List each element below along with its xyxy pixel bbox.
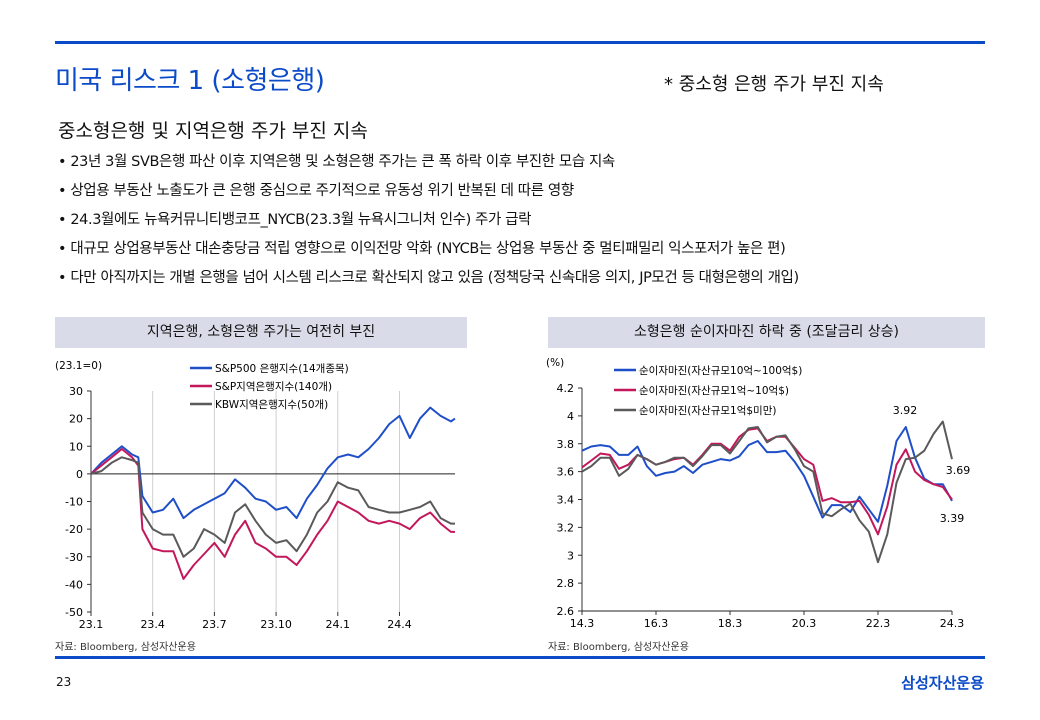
left-chart-title: 지역은행, 소형은행 주가는 여전히 부진 xyxy=(55,317,467,348)
y-tick-label: 10 xyxy=(69,440,83,453)
bullet-item: • 다만 아직까지는 개별 은행을 넘어 시스템 리스크로 확산되지 않고 있음… xyxy=(58,270,799,286)
y-unit-label: (%) xyxy=(546,357,564,369)
x-tick-label: 24.1 xyxy=(326,618,351,631)
x-tick-label: 23.10 xyxy=(260,618,292,631)
y-tick-label: 3 xyxy=(567,549,574,562)
page-number: 23 xyxy=(56,675,72,689)
top-rule xyxy=(55,41,985,44)
legend-label: KBW지역은행지수(50개) xyxy=(215,399,328,411)
x-tick-label: 20.3 xyxy=(792,617,817,630)
series-line-3 xyxy=(581,420,953,564)
y-tick-label: 30 xyxy=(69,385,83,398)
subnote: * 중소형 은행 주가 부진 지속 xyxy=(664,74,884,95)
right-chart-title: 소형은행 순이자마진 하락 중 (조달금리 상승) xyxy=(548,317,985,348)
x-tick-label: 24.4 xyxy=(387,618,412,631)
page-title: 미국 리스크 1 (소형은행) xyxy=(55,66,325,96)
y-tick-label: -50 xyxy=(65,606,83,619)
bullet-item: • 24.3월에도 뉴욕커뮤니티뱅코프_NYCB(23.3월 뉴욕시그니처 인수… xyxy=(58,212,532,228)
series-line-1 xyxy=(90,406,456,520)
company-logo: 삼성자산운용 xyxy=(901,674,984,692)
y-tick-label: 3.4 xyxy=(557,494,575,507)
x-tick-label: 23.7 xyxy=(202,618,227,631)
x-tick-label: 16.3 xyxy=(644,617,669,630)
x-tick-label: 23.4 xyxy=(140,618,165,631)
y-tick-label: -20 xyxy=(65,523,83,536)
legend-label: 순이자마진(자산규모1억~10억$) xyxy=(639,385,789,397)
bullet-item: • 상업용 부동산 노출도가 큰 은행 중심으로 주기적으로 유동성 위기 반복… xyxy=(58,183,574,199)
section-heading: 중소형은행 및 지역은행 주가 부진 지속 xyxy=(58,120,368,142)
legend-label: 순이자마진(자산규모1억$미만) xyxy=(639,405,776,417)
y-tick-label: 3.8 xyxy=(557,438,575,451)
y-tick-label: -40 xyxy=(65,578,83,591)
series-line-2 xyxy=(90,448,455,580)
x-tick-label: 18.3 xyxy=(718,617,743,630)
y-tick-label: -10 xyxy=(65,496,83,509)
legend-label: 순이자마진(자산규모10억~100억$) xyxy=(639,365,802,377)
legend-label: S&P500 은행지수(14개종목) xyxy=(215,363,349,375)
y-tick-label: 20 xyxy=(69,413,83,426)
y-tick-label: 3.6 xyxy=(557,466,575,479)
bullet-list: • 23년 3월 SVB은행 파산 이후 지역은행 및 소형은행 주가는 큰 폭… xyxy=(58,150,799,295)
left-chart-source: 자료: Bloomberg, 삼성자산운용 xyxy=(55,642,196,653)
y-tick-label: -30 xyxy=(65,551,83,564)
x-tick-label: 23.1 xyxy=(79,618,104,631)
y-tick-label: 2.6 xyxy=(557,605,575,618)
bullet-item: • 23년 3월 SVB은행 파산 이후 지역은행 및 소형은행 주가는 큰 폭… xyxy=(58,154,615,170)
series-line-1 xyxy=(581,426,953,523)
x-tick-label: 22.3 xyxy=(866,617,891,630)
data-label: 3.92 xyxy=(893,404,918,417)
y-tick-label: 0 xyxy=(76,468,83,481)
y-tick-label: 4 xyxy=(567,410,574,423)
right-chart-source: 자료: Bloomberg, 삼성자산운용 xyxy=(548,642,689,653)
x-tick-label: 24.3 xyxy=(940,617,965,630)
y-tick-label: 2.8 xyxy=(557,577,575,590)
legend-label: S&P지역은행지수(140개) xyxy=(215,381,332,393)
data-label: 3.69 xyxy=(946,464,971,477)
y-tick-label: 3.2 xyxy=(557,521,575,534)
bottom-rule xyxy=(55,656,985,659)
data-label: 3.39 xyxy=(940,512,965,525)
y-unit-label: (23.1=0) xyxy=(55,360,102,372)
x-tick-label: 14.3 xyxy=(570,617,595,630)
series-line-3 xyxy=(90,456,455,558)
bullet-item: • 대규모 상업용부동산 대손충당금 적립 영향으로 이익전망 악화 (NYCB… xyxy=(58,241,786,257)
y-tick-label: 4.2 xyxy=(557,382,575,395)
